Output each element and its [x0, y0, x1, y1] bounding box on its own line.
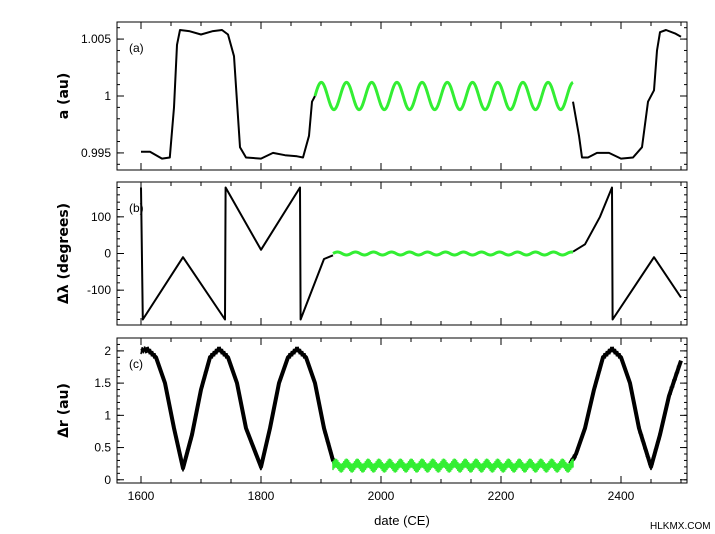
y-tick-label: 1.5: [94, 376, 111, 390]
series-band-black: [140, 346, 336, 472]
series-line-green: [332, 250, 574, 257]
x-tick-label: 1800: [248, 489, 275, 503]
series-band-black: [569, 346, 681, 471]
plot-frame: [116, 337, 688, 484]
y-tick-label: 0.995: [81, 146, 111, 160]
y-tick-label: 100: [91, 210, 111, 224]
y-tick-label: 0: [104, 473, 111, 487]
y-axis-title: Δr (au): [56, 383, 72, 438]
x-tick-label: 2400: [608, 489, 635, 503]
series-line-black: [140, 186, 334, 321]
panel-c: 0 0.5 1 1.5 2 1600 1800 2000 2200 2400 date (CE) Δr…: [56, 337, 688, 528]
y-axis-title: Δλ (degrees): [56, 203, 72, 304]
y-tick-label: 1: [104, 408, 111, 422]
y-tick-label: 0: [104, 247, 111, 261]
y-tick-label: 1: [104, 89, 111, 103]
series-line-black: [141, 29, 316, 160]
y-tick-label: 1.005: [81, 32, 111, 46]
y-axis-title: a (au): [56, 73, 72, 120]
panel-tag-b: (b): [129, 201, 144, 215]
x-tick-label: 2000: [368, 489, 395, 503]
y-tick-label: 2: [104, 344, 111, 358]
watermark: HLKMX.COM: [650, 521, 711, 532]
series-line-black: [572, 186, 682, 321]
panel-tag-c: (c): [129, 357, 143, 371]
panel-a: 0.995 1 1.005 a (au) (a): [56, 21, 688, 171]
y-tick-label: 0.5: [94, 441, 111, 455]
panel-tag-a: (a): [129, 41, 144, 55]
x-tick-label: 1600: [128, 489, 155, 503]
series-line-green: [313, 80, 574, 112]
y-tick-label: -100: [87, 283, 111, 297]
x-axis-title: date (CE): [374, 513, 430, 528]
x-tick-label: 2200: [488, 489, 515, 503]
series-line-black: [572, 29, 682, 160]
panel-b: -100 0 100 Δλ (degrees) (b): [56, 181, 688, 326]
series-line-black: [568, 347, 683, 469]
